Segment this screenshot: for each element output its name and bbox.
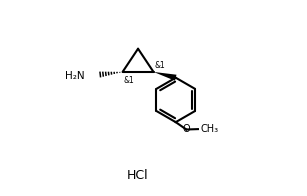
Text: &1: &1 (154, 61, 165, 70)
Text: H₂N: H₂N (65, 71, 85, 81)
Text: &1: &1 (123, 76, 134, 85)
Polygon shape (154, 72, 177, 81)
Text: CH₃: CH₃ (200, 124, 218, 134)
Text: HCl: HCl (127, 169, 149, 182)
Text: O: O (183, 124, 190, 134)
